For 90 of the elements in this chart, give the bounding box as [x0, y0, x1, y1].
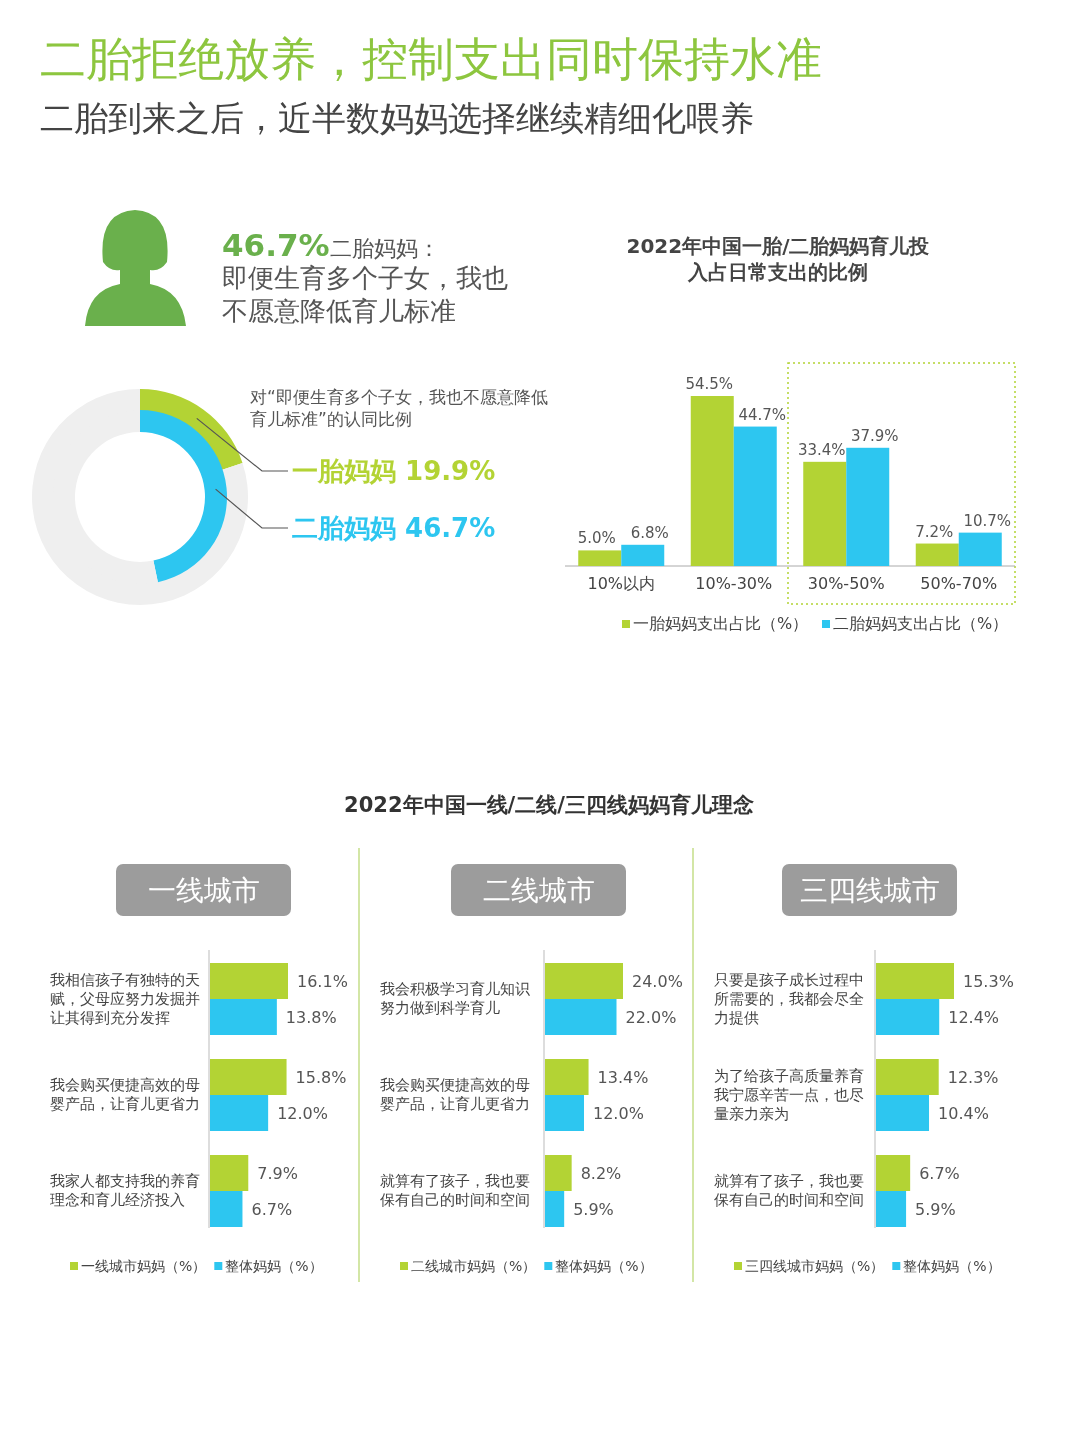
- data-label: 6.8%: [630, 523, 669, 542]
- bar: [915, 543, 959, 566]
- data-label: 8.2%: [580, 1164, 622, 1183]
- bar: [803, 461, 847, 566]
- legend-label: 三四线城市妈妈（%）: [745, 1258, 885, 1274]
- data-label: 10.4%: [938, 1104, 989, 1123]
- legend-label: 整体妈妈（%）: [903, 1258, 1001, 1274]
- bar: [545, 1095, 584, 1131]
- legend-label: 一线城市妈妈（%）: [81, 1258, 207, 1274]
- y-tick-label: 我会购买便捷高效的母婴产品，让育儿更省力: [380, 1075, 531, 1115]
- bar: [733, 426, 777, 566]
- bar: [210, 1191, 243, 1227]
- x-tick-label: 30%-50%: [807, 574, 885, 593]
- donut-slice: [140, 389, 243, 470]
- bar: [621, 544, 665, 566]
- data-label: 15.3%: [963, 972, 1014, 991]
- bar: [578, 550, 622, 566]
- data-label: 33.4%: [797, 440, 846, 459]
- chart-title: 2022年中国一胎/二胎妈妈育儿投入占日常支出的比例: [625, 233, 931, 285]
- text: 对“即便生育多个子女，我也不愿意降低育儿标准”的认同比例: [250, 386, 549, 430]
- text: 2022年中国一线/二线/三四线妈妈育儿理念: [344, 793, 754, 817]
- y-tick-label: 就算有了孩子，我也要保有自己的时间和空间: [714, 1171, 865, 1211]
- bar: [545, 963, 623, 999]
- bar: [876, 1191, 907, 1227]
- bar: [210, 1155, 249, 1191]
- data-label: 44.7%: [738, 405, 787, 424]
- legend-label: 一胎妈妈支出占比（%）: [633, 614, 809, 633]
- bar: [210, 1059, 287, 1095]
- bar: [876, 1059, 939, 1095]
- y-tick-label: 我会积极学习育儿知识努力做到科学育儿: [380, 979, 531, 1019]
- data-label: 22.0%: [625, 1008, 677, 1027]
- chart-title: 一线城市: [148, 874, 260, 907]
- data-label: 12.0%: [277, 1104, 328, 1123]
- chart-title: 二线城市: [483, 874, 595, 907]
- legend-label: 整体妈妈（%）: [555, 1258, 653, 1274]
- slice-label: 一胎妈妈 19.9%: [292, 456, 496, 486]
- bar: [690, 396, 734, 566]
- data-label: 12.0%: [593, 1104, 644, 1123]
- data-label: 7.9%: [257, 1164, 298, 1183]
- data-label: 5.9%: [915, 1200, 956, 1219]
- y-tick-label: 我家人都支持我的养育理念和育儿经济投入: [50, 1171, 201, 1211]
- text: 即便生育多个子女，我也不愿意降低育儿标准: [222, 262, 509, 328]
- data-label: 5.9%: [573, 1200, 614, 1219]
- data-label: 13.4%: [597, 1068, 649, 1087]
- legend-label: 二线城市妈妈（%）: [411, 1258, 537, 1274]
- legend-label: 二胎妈妈支出占比（%）: [833, 614, 1009, 633]
- bar: [545, 1191, 565, 1227]
- bar: [545, 999, 617, 1035]
- x-tick-label: 10%-30%: [695, 574, 773, 593]
- y-tick-label: 我会购买便捷高效的母婴产品，让育儿更省力: [50, 1075, 201, 1115]
- text: 46.7%: [222, 227, 330, 263]
- data-label: 7.2%: [915, 522, 954, 541]
- text: 二胎拒绝放养，控制支出同时保持水准: [40, 32, 822, 86]
- donut-slice: [53, 410, 158, 584]
- bar: [876, 1155, 911, 1191]
- bar: [545, 1059, 589, 1095]
- y-tick-label: 我相信孩子有独特的天赋，父母应努力发掘并让其得到充分发挥: [50, 969, 201, 1029]
- bar: [958, 532, 1002, 566]
- data-label: 6.7%: [919, 1164, 960, 1183]
- slice-label: 二胎妈妈 46.7%: [292, 513, 496, 543]
- donut-slice: [140, 410, 227, 583]
- data-label: 6.7%: [251, 1200, 293, 1219]
- bar: [210, 963, 288, 999]
- bar: [876, 1095, 930, 1131]
- donut-slice: [32, 389, 248, 605]
- data-label: 13.8%: [285, 1008, 337, 1027]
- data-label: 12.4%: [948, 1008, 1000, 1027]
- data-label: 15.8%: [295, 1068, 347, 1087]
- chart-title: 三四线城市: [800, 874, 940, 907]
- data-label: 5.0%: [577, 529, 616, 548]
- text: 二胎妈妈：: [329, 236, 440, 261]
- y-tick-label: 就算有了孩子，我也要保有自己的时间和空间: [380, 1171, 531, 1211]
- y-tick-label: 只要是孩子成长过程中所需要的，我都会尽全力提供: [714, 969, 865, 1029]
- bar: [876, 999, 940, 1035]
- data-label: 12.3%: [947, 1068, 999, 1087]
- data-label: 24.0%: [632, 972, 683, 991]
- y-tick-label: 为了给孩子高质量养育我宁愿辛苦一点，也尽量亲力亲为: [714, 1065, 865, 1125]
- data-label: 54.5%: [685, 375, 734, 393]
- data-label: 10.7%: [963, 511, 1012, 530]
- bar: [876, 963, 954, 999]
- data-label: 37.9%: [850, 426, 899, 445]
- bar: [210, 1095, 269, 1131]
- data-label: 16.1%: [297, 972, 348, 991]
- x-tick-label: 10%以内: [587, 574, 656, 593]
- legend-label: 整体妈妈（%）: [225, 1258, 323, 1274]
- bar: [846, 447, 890, 566]
- bar: [545, 1155, 572, 1191]
- text: 二胎到来之后，近半数妈妈选择继续精细化喂养: [40, 98, 754, 138]
- bar: [210, 999, 277, 1035]
- x-tick-label: 50%-70%: [920, 574, 998, 593]
